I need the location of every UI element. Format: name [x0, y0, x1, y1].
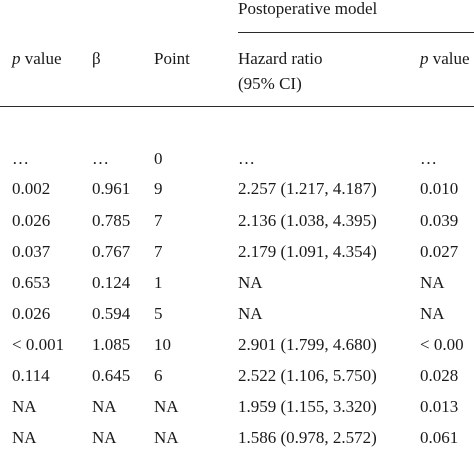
cell-hazard-ratio: 1.586 (0.978, 2.572)	[238, 428, 377, 447]
cell-hazard-ratio: NA	[238, 304, 263, 323]
cell-p-value: NA	[12, 397, 37, 416]
cell-p-value: 0.026	[12, 211, 51, 230]
cell-beta: 0.785	[92, 211, 131, 230]
cell-beta: 1.085	[92, 335, 131, 354]
cell-p-value-2: 0.027	[420, 242, 459, 261]
header-rule	[0, 106, 474, 108]
cell-beta: NA	[92, 428, 117, 447]
cell-point: 6	[154, 366, 163, 385]
cell-p-value-2: 0.013	[420, 397, 459, 416]
cell-hazard-ratio: 2.136 (1.038, 4.395)	[238, 211, 377, 230]
cell-point: 1	[154, 273, 163, 292]
cell-hazard-ratio: NA	[238, 273, 263, 292]
cell-p-value: 0.114	[12, 366, 50, 385]
cell-point: 0	[154, 149, 163, 168]
cell-point: 5	[154, 304, 163, 323]
group-header-postoperative-model: Postoperative model	[238, 0, 378, 18]
cell-p-value: 0.002	[12, 179, 51, 198]
cell-p-value: …	[12, 149, 29, 168]
p-symbol: p	[12, 49, 21, 68]
cell-point: 7	[154, 211, 163, 230]
cell-point: NA	[154, 397, 179, 416]
cell-p-value: 0.026	[12, 304, 51, 323]
cell-p-value-2: NA	[420, 273, 445, 292]
cell-p-value: 0.037	[12, 242, 51, 261]
cell-p-value-2: 0.010	[420, 179, 459, 198]
cell-p-value: NA	[12, 428, 37, 447]
cell-beta: 0.124	[92, 273, 131, 292]
cell-beta: 0.767	[92, 242, 131, 261]
cell-hazard-ratio: 2.522 (1.106, 5.750)	[238, 366, 377, 385]
cell-hazard-ratio: 2.257 (1.217, 4.187)	[238, 179, 377, 198]
cell-p-value-2: …	[420, 149, 437, 168]
cell-p-value-2: < 0.00	[420, 335, 464, 354]
cell-p-value: 0.653	[12, 273, 51, 292]
cell-beta: NA	[92, 397, 117, 416]
cell-hazard-ratio: 2.901 (1.799, 4.680)	[238, 335, 377, 354]
p-symbol: p	[420, 49, 429, 68]
cell-point: 9	[154, 179, 163, 198]
column-header-point: Point	[154, 49, 190, 68]
column-header-beta: β	[92, 49, 101, 68]
cell-beta: 0.594	[92, 304, 131, 323]
cell-p-value-2: NA	[420, 304, 445, 323]
column-header-p-value-2: p value	[420, 48, 470, 70]
cell-hazard-ratio: 1.959 (1.155, 3.320)	[238, 397, 377, 416]
column-header-hazard-ratio: Hazard ratio	[238, 49, 323, 68]
group-header-rule	[238, 32, 474, 34]
cell-beta: …	[92, 149, 109, 168]
cell-point: NA	[154, 428, 179, 447]
cell-hazard-ratio: …	[238, 149, 255, 168]
cell-p-value-2: 0.039	[420, 211, 459, 230]
cell-beta: 0.645	[92, 366, 131, 385]
cell-hazard-ratio: 2.179 (1.091, 4.354)	[238, 242, 377, 261]
cell-point: 7	[154, 242, 163, 261]
value-text: value	[20, 49, 62, 68]
column-header-hazard-ratio-ci: (95% CI)	[238, 74, 302, 93]
cell-p-value-2: 0.028	[420, 366, 459, 385]
value-text: value	[428, 49, 470, 68]
cell-p-value-2: 0.061	[420, 428, 459, 447]
cell-p-value: < 0.001	[12, 335, 65, 354]
cell-beta: 0.961	[92, 179, 131, 198]
column-header-p-value: p value	[12, 48, 62, 70]
cell-point: 10	[154, 335, 171, 354]
